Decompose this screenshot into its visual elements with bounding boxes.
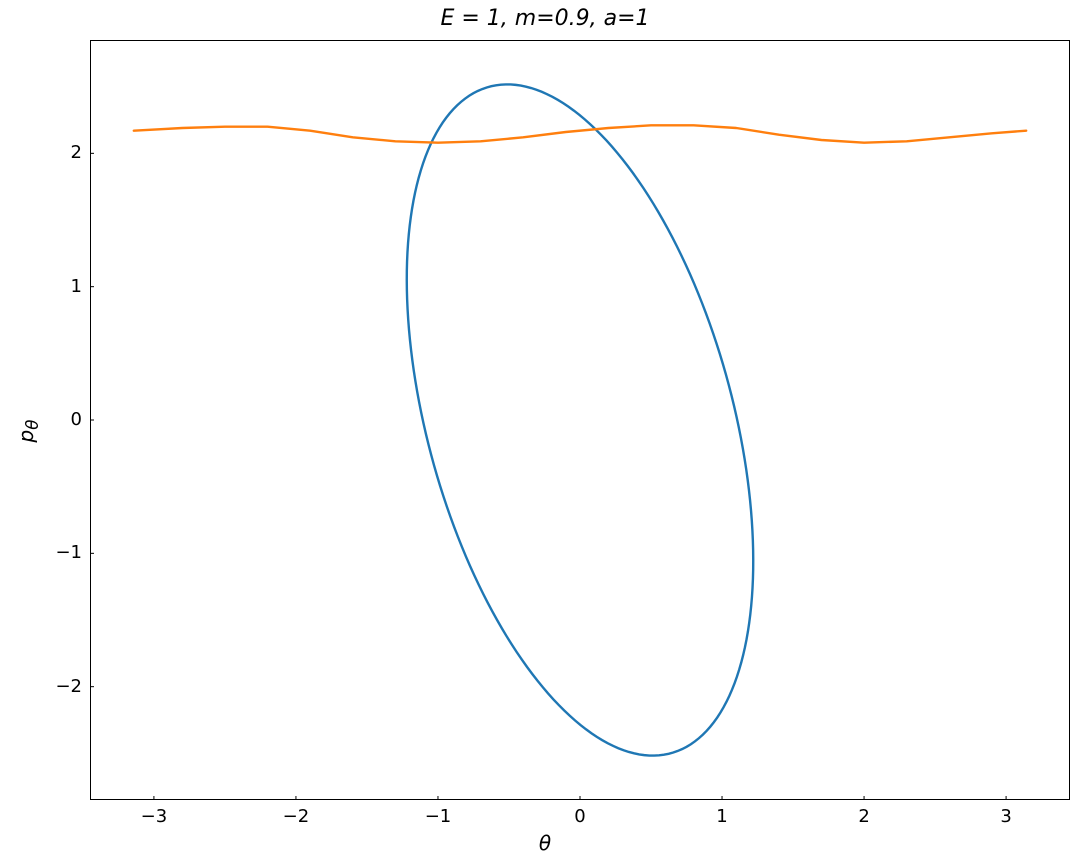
y-tick-label: 0 [71, 409, 82, 430]
x-tick-label: −2 [276, 806, 316, 827]
y-tick-label: 2 [71, 142, 82, 163]
y-tick-label: −2 [55, 676, 82, 697]
chart-title: E = 1, m=0.9, a=1 [0, 6, 1090, 31]
y-axis-label: pθ [14, 331, 42, 531]
x-tick-label: 1 [702, 806, 742, 827]
y-axis-label-text: pθ [14, 419, 38, 442]
x-tick-label: −3 [134, 806, 174, 827]
axes-frame [91, 41, 1070, 800]
figure: E = 1, m=0.9, a=1 θ pθ −3 −2 −1 0 1 2 3 −2 −1 0 1 2 [0, 0, 1090, 861]
x-tick-label: 2 [844, 806, 884, 827]
y-tick-label: 1 [71, 276, 82, 297]
y-tick-label: −1 [55, 542, 82, 563]
x-tick-label: −1 [418, 806, 458, 827]
x-axis-label: θ [0, 831, 1090, 855]
x-tick-label: 3 [986, 806, 1026, 827]
plot-area [90, 40, 1070, 800]
x-tick-label: 0 [560, 806, 600, 827]
